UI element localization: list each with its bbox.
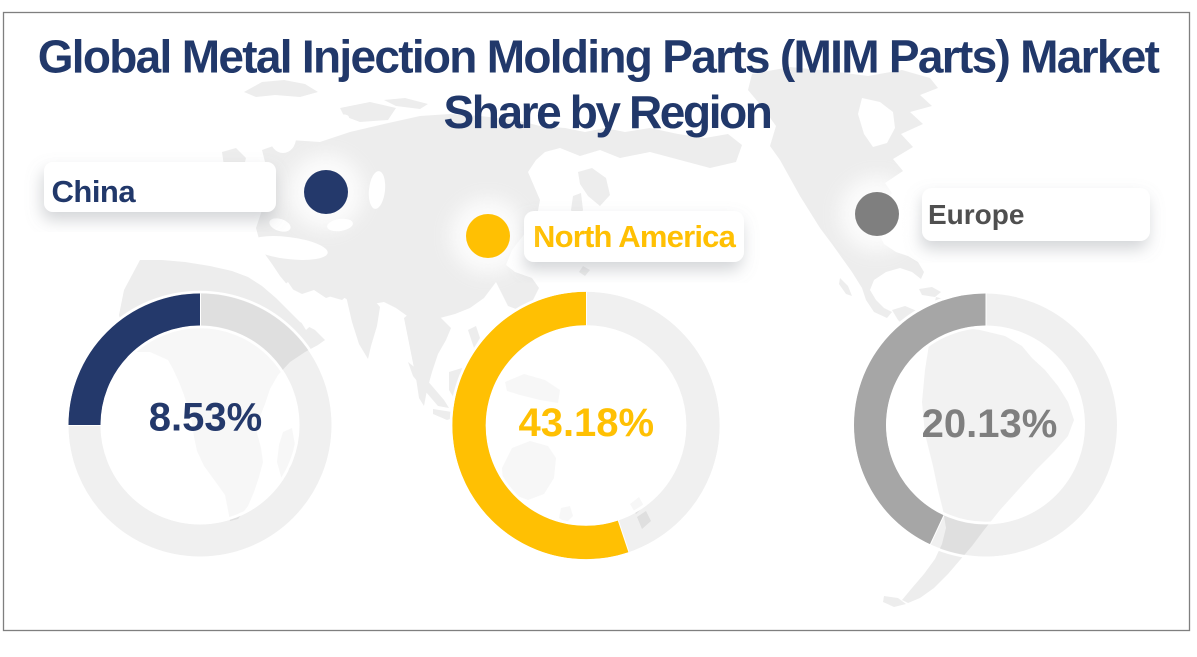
svg-text:43.18%: 43.18% bbox=[518, 401, 654, 445]
svg-text:Europe: Europe bbox=[928, 199, 1024, 230]
svg-text:China: China bbox=[52, 174, 137, 209]
svg-text:Share by Region: Share by Region bbox=[444, 86, 771, 138]
svg-text:8.53%: 8.53% bbox=[149, 396, 262, 440]
svg-text:20.13%: 20.13% bbox=[922, 402, 1058, 446]
svg-text:Global Metal Injection Molding: Global Metal Injection Molding Parts (MI… bbox=[38, 31, 1160, 83]
svg-text:North America: North America bbox=[533, 219, 737, 254]
